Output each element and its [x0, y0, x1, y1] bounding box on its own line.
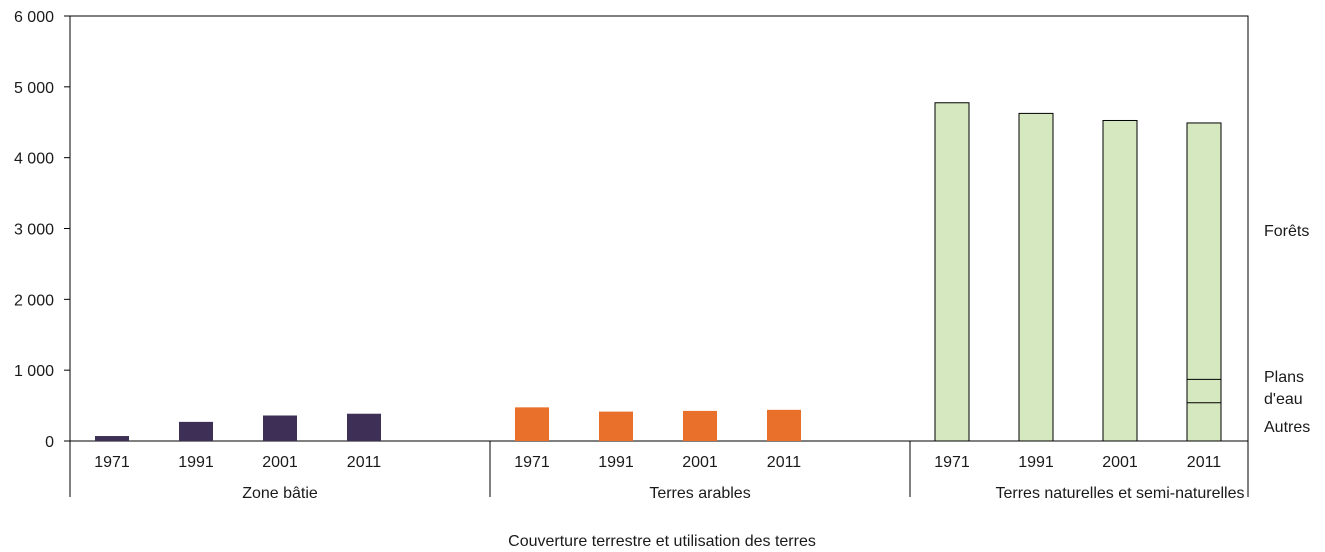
annotation-label: d'eau — [1264, 391, 1303, 408]
x-tick-label: 2001 — [1102, 454, 1138, 471]
bar-1991 — [179, 421, 213, 441]
bar-1991 — [1018, 112, 1054, 442]
annotation-label: Autres — [1264, 419, 1310, 436]
labels: 0 1 000 2 000 3 000 4 000 5 000 6 000 1971 1991 2… — [14, 9, 1310, 550]
bar-2011 — [347, 413, 381, 441]
y-tick-label: 1 000 — [14, 363, 54, 380]
axes — [64, 15, 1249, 497]
bar-2011 — [1186, 122, 1222, 442]
y-tick-label: 6 000 — [14, 9, 54, 26]
x-tick-label: 2001 — [682, 454, 718, 471]
annotation-label: Forêts — [1264, 223, 1309, 240]
y-tick-label: 0 — [45, 434, 54, 451]
bar-2001 — [263, 415, 297, 441]
bar-1971 — [515, 407, 549, 441]
group-label: Terres arables — [649, 485, 750, 502]
x-tick-label: 2011 — [1187, 454, 1222, 471]
x-tick-label: 1991 — [1018, 454, 1054, 471]
x-tick-label: 2011 — [347, 454, 382, 471]
x-tick-label: 2001 — [262, 454, 298, 471]
y-tick-label: 3 000 — [14, 222, 54, 239]
bar-1971 — [934, 102, 970, 442]
y-tick-label: 4 000 — [14, 151, 54, 168]
bars — [95, 102, 1222, 442]
x-tick-label: 1971 — [514, 454, 550, 471]
annotation-label: Plans — [1264, 369, 1304, 386]
bar-2001 — [1102, 119, 1138, 442]
bar-2001 — [683, 410, 717, 441]
bar-1971 — [95, 436, 129, 441]
group-label: Zone bâtie — [242, 485, 318, 502]
x-tick-label: 1991 — [178, 454, 214, 471]
x-tick-label: 1971 — [94, 454, 130, 471]
y-tick-label: 5 000 — [14, 80, 54, 97]
y-tick-label: 2 000 — [14, 292, 54, 309]
x-tick-label: 1971 — [934, 454, 970, 471]
x-axis-title: Couverture terrestre et utilisation des … — [508, 533, 816, 550]
plot-frame — [69, 15, 1249, 442]
group-label: Terres naturelles et semi-naturelles — [996, 485, 1245, 502]
x-tick-label: 2011 — [767, 454, 802, 471]
bar-2011 — [767, 409, 801, 441]
bar-1991 — [599, 411, 633, 441]
x-tick-label: 1991 — [598, 454, 634, 471]
